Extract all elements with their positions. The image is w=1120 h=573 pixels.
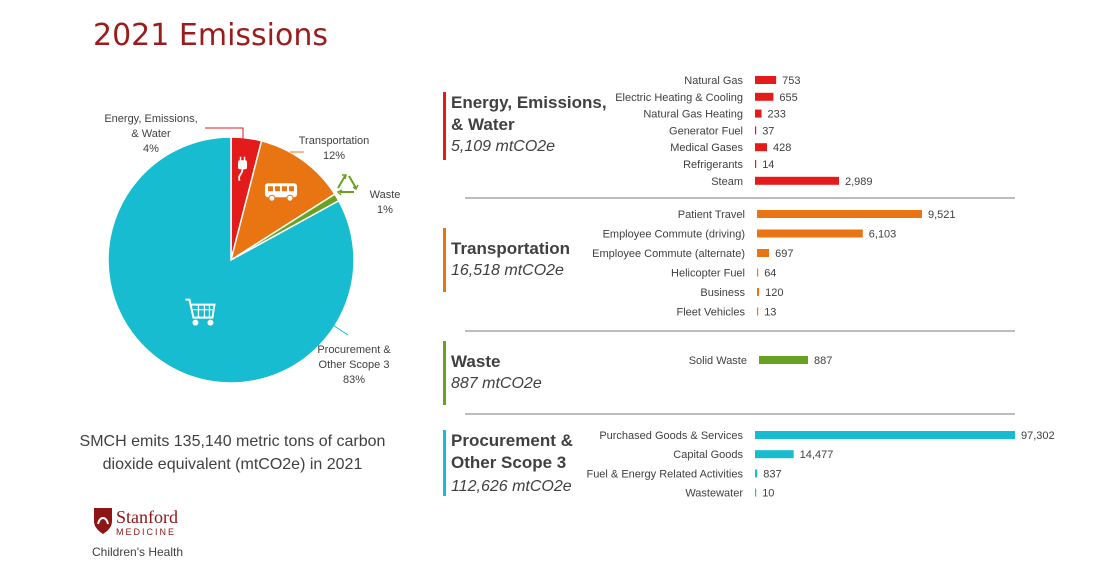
shield-icon — [94, 508, 112, 534]
logo-sub: MEDICINE — [116, 527, 177, 537]
bar-transportation — [757, 249, 770, 257]
bar-transportation — [757, 210, 922, 218]
bar-category-label: Medical Gases — [670, 142, 743, 154]
bar-value-label: 14,477 — [800, 449, 834, 461]
bar-category-label: Refrigerants — [683, 159, 743, 171]
bar-value-label: 753 — [782, 75, 800, 87]
bar-category-label: Electric Heating & Cooling — [615, 92, 743, 104]
bar-energy — [755, 92, 774, 101]
bar-category-label: Natural Gas Heating — [643, 109, 743, 121]
section-title: Procurement & Other Scope 3 — [451, 431, 573, 472]
bar-energy — [755, 126, 757, 135]
pie-leader-line — [321, 317, 349, 336]
bar-value-label: 887 — [814, 355, 832, 367]
section-marker — [443, 341, 446, 405]
divider — [465, 413, 1015, 415]
bar-value-label: 6,103 — [869, 229, 897, 241]
bar-transportation — [757, 288, 760, 296]
section-total: 887 mtCO2e — [451, 375, 542, 392]
bar-category-label: Wastewater — [685, 488, 743, 500]
bar-category-label: Natural Gas — [684, 75, 743, 87]
bar-procurement — [755, 469, 758, 478]
pie-label-transportation: Transportation 12% — [299, 135, 370, 162]
bar-transportation — [757, 307, 759, 316]
bar-value-label: 97,302 — [1021, 430, 1055, 442]
bar-value-label: 37 — [762, 125, 774, 137]
bar-category-label: Employee Commute (alternate) — [592, 248, 745, 260]
bar-procurement — [755, 431, 1015, 439]
bar-category-label: Fleet Vehicles — [677, 307, 746, 319]
bar-category-label: Purchased Goods & Services — [599, 430, 743, 442]
bar-value-label: 2,989 — [845, 176, 873, 188]
bar-procurement — [755, 488, 757, 497]
bar-energy — [755, 176, 839, 185]
bar-category-label: Patient Travel — [678, 209, 745, 221]
pie-slice-procurement — [107, 136, 355, 384]
emissions-pie-chart: Energy, Emissions, & Water 4% Transportatio… — [0, 60, 440, 420]
bar-category-label: Solid Waste — [689, 355, 747, 367]
section-total: 112,626 mtCO2e — [451, 478, 572, 495]
divider — [465, 197, 1015, 199]
section-title: Transportation — [451, 239, 571, 258]
pie-label-procurement: Procurement & Other Scope 3 83% — [317, 344, 391, 386]
pie-label-waste: Waste 1% — [370, 189, 401, 216]
recycle-icon — [336, 174, 359, 196]
pie-slice-transportation — [229, 139, 336, 262]
bar-value-label: 837 — [763, 468, 781, 480]
bar-value-label: 14 — [762, 159, 774, 171]
bar-value-label: 13 — [764, 307, 776, 319]
bar-category-label: Generator Fuel — [669, 125, 743, 137]
section-marker — [443, 228, 446, 292]
shopping-cart-icon — [185, 298, 216, 326]
bus-icon — [264, 183, 297, 202]
bar-procurement — [755, 450, 794, 459]
section-marker — [443, 430, 446, 496]
section-total: 16,518 mtCO2e — [451, 262, 564, 279]
emissions-summary: SMCH emits 135,140 metric tons of carbon… — [79, 433, 386, 473]
pie-label-energy: Energy, Emissions, & Water 4% — [104, 113, 197, 155]
bar-energy — [755, 160, 757, 168]
bar-category-label: Employee Commute (driving) — [603, 229, 745, 241]
bar-value-label: 655 — [779, 92, 797, 104]
divider — [465, 330, 1015, 332]
bar-waste — [759, 356, 808, 364]
logo-unit: Children's Health — [92, 545, 184, 559]
section-title: Energy, Emissions, & Water — [451, 93, 607, 134]
bar-category-label: Fuel & Energy Related Activities — [586, 468, 743, 480]
bar-category-label: Helicopter Fuel — [671, 268, 745, 280]
bar-category-label: Steam — [711, 176, 743, 188]
section-title: Waste — [451, 352, 501, 371]
bar-value-label: 428 — [773, 142, 791, 154]
bar-energy — [755, 109, 762, 118]
logo-name: Stanford — [116, 507, 178, 527]
section-marker — [443, 92, 446, 160]
bar-energy — [755, 143, 768, 152]
bar-category-label: Business — [700, 287, 745, 299]
bar-energy — [755, 76, 777, 84]
plug-icon — [238, 156, 248, 182]
stanford-logo: Stanford MEDICINE Children's Health — [90, 505, 230, 565]
bar-value-label: 10 — [762, 488, 774, 500]
page-title: 2021 Emissions — [93, 18, 328, 53]
bar-value-label: 120 — [765, 287, 783, 299]
bar-transportation — [757, 229, 863, 238]
bar-category-label: Capital Goods — [673, 449, 743, 461]
bar-transportation — [757, 268, 759, 277]
section-total: 5,109 mtCO2e — [451, 138, 556, 155]
bar-value-label: 697 — [775, 248, 793, 260]
bar-value-label: 233 — [768, 109, 786, 121]
pie-leader-line — [205, 127, 244, 140]
bar-value-label: 9,521 — [928, 209, 956, 221]
bar-value-label: 64 — [764, 268, 776, 280]
